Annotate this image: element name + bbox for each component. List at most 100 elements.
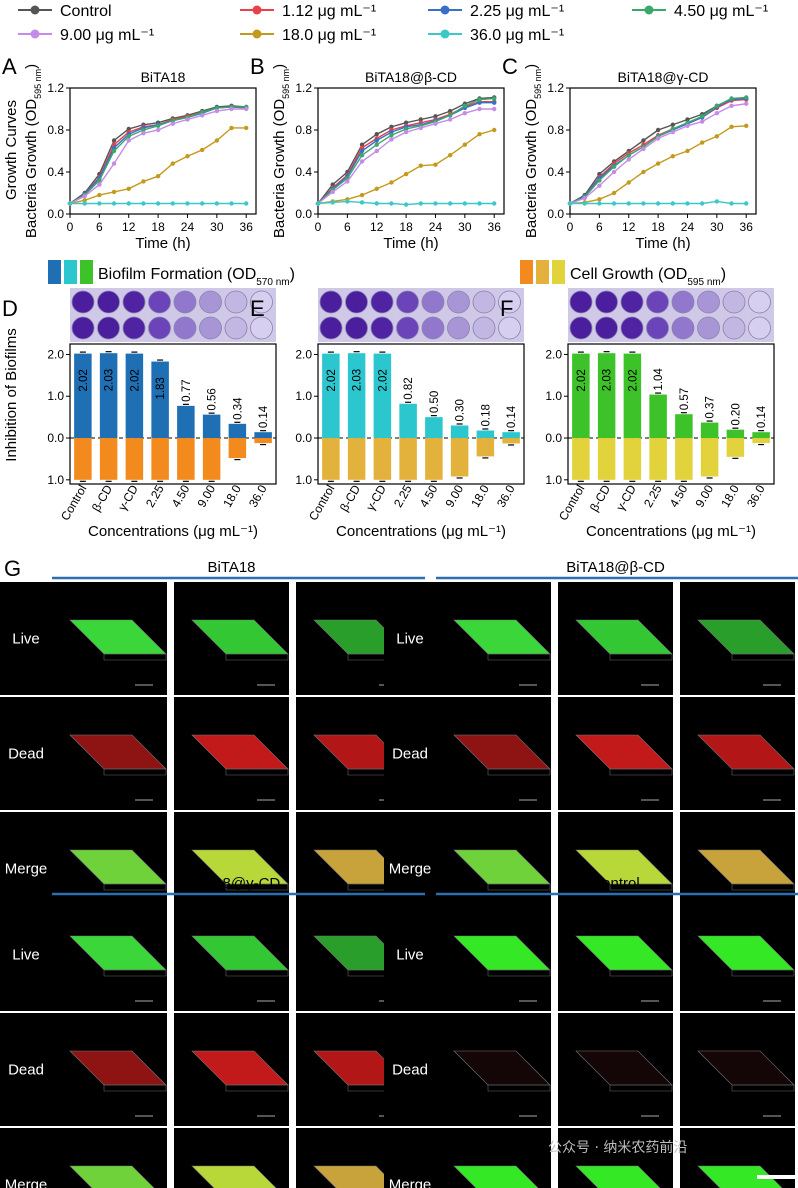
plate-well — [671, 316, 695, 340]
data-label: 0.14 — [506, 405, 518, 428]
data-point — [611, 164, 617, 169]
well-plate-image — [318, 288, 524, 342]
biofilm-bar — [125, 353, 144, 439]
legend-label: 4.50 μg mL⁻¹ — [674, 3, 768, 20]
cell-growth-bar — [700, 438, 719, 477]
slab-edge — [731, 768, 795, 776]
microscopy-tile — [52, 697, 167, 810]
panel-letter: B — [250, 54, 265, 79]
x-tick-label: β-CD — [89, 482, 115, 514]
x-tick-label: 9.00 — [194, 482, 218, 510]
data-point — [214, 108, 220, 114]
x-tick-label: 36.0 — [494, 482, 518, 510]
y-tick-label: 1.2 — [547, 81, 564, 95]
data-point — [199, 109, 205, 115]
biofilm-color-swatch — [64, 260, 77, 284]
data-point — [345, 179, 350, 184]
data-point — [699, 114, 705, 119]
cell-growth-bar — [373, 438, 392, 480]
slab-edge — [487, 768, 551, 776]
data-label: 0.18 — [480, 404, 492, 426]
data-label: 0.34 — [232, 397, 244, 420]
biofilm-legend-label: Biofilm Formation (OD570 nm) — [98, 266, 295, 288]
x-tick-label: 36.0 — [744, 482, 768, 510]
series-line — [317, 129, 495, 205]
data-point — [155, 127, 161, 133]
data-point — [389, 137, 394, 142]
biofilm-bar — [675, 414, 693, 439]
cell-growth-bar — [597, 438, 616, 480]
plate-well — [722, 316, 746, 340]
y-tick-label: 0.0 — [547, 207, 564, 221]
data-point — [418, 201, 423, 206]
slab-edge — [487, 883, 551, 891]
data-point — [582, 196, 587, 201]
cell-growth-bar — [450, 438, 469, 477]
x-tick-label: 18.0 — [468, 482, 492, 510]
data-point — [597, 183, 602, 188]
plate-well — [345, 290, 368, 314]
biofilm-bar — [649, 394, 667, 439]
data-label: 0.50 — [429, 391, 441, 413]
data-point — [626, 157, 631, 162]
y-tick-label: 0.4 — [47, 165, 64, 179]
panel-letter: F — [500, 296, 513, 321]
x-axis-label: Time (h) — [135, 235, 190, 252]
data-point — [214, 105, 220, 111]
x-tick-label: 0 — [567, 220, 574, 234]
legend-label: Control — [60, 3, 112, 20]
legend-marker — [440, 5, 450, 15]
bar-chart: 2.0 1.0 0.0 1.0 2.02 Control 2.03 β-CD 2.02 γ-CD 1… — [2, 288, 277, 540]
data-point — [492, 201, 497, 206]
data-point — [670, 129, 675, 135]
data-point — [729, 103, 734, 109]
data-point — [111, 138, 117, 143]
legend-marker — [30, 5, 40, 15]
microscopy-tile — [52, 898, 167, 1011]
microscopy-tile — [174, 898, 289, 1011]
data-point — [374, 132, 379, 137]
biofilm-bar — [623, 353, 642, 439]
y-tick-label: 2.0 — [47, 347, 64, 361]
x-axis-label: Time (h) — [635, 235, 690, 252]
data-point — [611, 190, 617, 196]
data-point — [185, 117, 190, 122]
chart-title: BiTA18@γ-CD — [618, 69, 709, 85]
cell-growth-color-swatch — [536, 260, 549, 284]
microscopy-tile — [680, 1013, 795, 1126]
biofilm-color-swatch — [80, 260, 93, 284]
x-tick-label: 2.25 — [143, 482, 167, 510]
legend-label: 9.00 μg mL⁻¹ — [60, 27, 154, 44]
side-label-biofilm-inhibition: Inhibition of Biofilms — [3, 328, 20, 461]
data-point — [626, 201, 631, 206]
plate-well — [620, 290, 644, 314]
data-point — [97, 192, 102, 198]
data-point — [244, 106, 249, 112]
x-tick-label: 2.25 — [641, 482, 665, 510]
x-tick-label: Control — [556, 483, 587, 524]
x-tick-label: 9.00 — [692, 482, 716, 510]
data-point — [111, 201, 117, 206]
biofilm-bar-charts: Biofilm Formation (OD570 nm) Cell Growth … — [2, 260, 775, 540]
row-label-background — [384, 582, 436, 695]
x-tick-label: 30 — [210, 220, 224, 234]
plate-well — [319, 316, 343, 340]
plate-well — [396, 290, 419, 314]
x-tick-label: 4.50 — [667, 482, 691, 510]
data-point — [229, 106, 234, 112]
microscopy-tile: γ-CD — [558, 1128, 673, 1188]
x-tick-label: 24 — [429, 220, 443, 234]
data-point — [199, 201, 205, 206]
plate-well — [646, 316, 669, 340]
data-point — [714, 111, 720, 116]
slab-edge — [609, 883, 673, 891]
slab-edge — [609, 969, 673, 977]
microscopy-tile — [558, 582, 673, 695]
microscopy-tile — [558, 898, 673, 1011]
microscopy-tile — [52, 1013, 167, 1126]
plate-well — [595, 290, 618, 314]
data-point — [155, 174, 161, 179]
biofilm-slab — [697, 1165, 783, 1188]
bar-chart: 2.0 1.0 0.0 1.0 2.02 Control 2.03 β-CD 2.02 γ-CD 1… — [500, 288, 775, 540]
